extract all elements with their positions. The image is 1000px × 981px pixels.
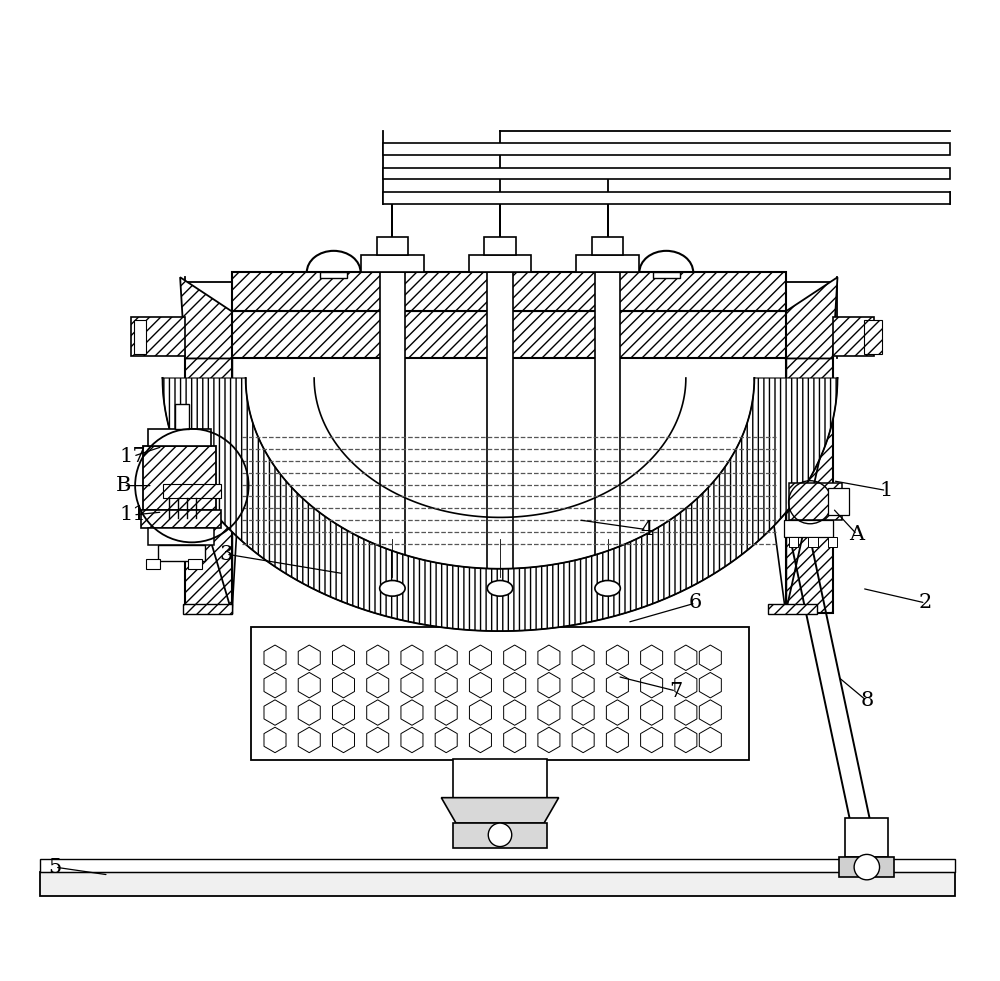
Polygon shape xyxy=(163,378,837,631)
Bar xyxy=(453,758,547,798)
Bar xyxy=(768,604,817,614)
Bar xyxy=(40,859,955,872)
Bar xyxy=(377,237,408,255)
Bar xyxy=(453,823,547,848)
Polygon shape xyxy=(441,798,559,823)
Bar xyxy=(839,857,894,877)
Bar xyxy=(380,273,405,589)
Bar xyxy=(361,255,424,273)
Bar xyxy=(592,237,623,255)
Bar xyxy=(163,484,221,498)
Bar xyxy=(251,628,749,759)
Polygon shape xyxy=(786,278,837,358)
Text: 1: 1 xyxy=(880,481,893,500)
Text: A: A xyxy=(849,525,865,544)
Bar xyxy=(469,255,531,273)
Text: 7: 7 xyxy=(669,682,683,700)
Bar xyxy=(40,872,955,897)
Bar xyxy=(828,538,837,547)
Bar xyxy=(134,320,146,353)
Bar xyxy=(845,818,888,857)
Text: 5: 5 xyxy=(48,857,62,877)
Bar xyxy=(484,237,516,255)
Bar xyxy=(131,318,185,356)
Bar xyxy=(141,510,221,528)
Bar xyxy=(828,488,849,515)
Text: 8: 8 xyxy=(860,692,873,710)
Bar xyxy=(833,318,874,356)
Bar xyxy=(148,528,214,545)
Text: 2: 2 xyxy=(919,594,932,612)
Bar xyxy=(383,168,950,180)
Bar xyxy=(383,192,950,204)
Circle shape xyxy=(488,823,512,847)
Circle shape xyxy=(854,854,880,880)
Bar xyxy=(148,429,211,446)
Bar xyxy=(158,545,205,561)
Bar xyxy=(232,273,786,312)
Bar xyxy=(864,320,882,353)
Bar xyxy=(383,143,950,155)
Text: B: B xyxy=(116,476,131,495)
Bar xyxy=(232,312,786,358)
Bar xyxy=(786,358,833,613)
Bar xyxy=(576,255,639,273)
Bar xyxy=(784,520,833,538)
Ellipse shape xyxy=(380,581,405,596)
Bar xyxy=(188,559,202,569)
Polygon shape xyxy=(180,278,232,358)
Bar xyxy=(183,604,232,614)
Ellipse shape xyxy=(487,581,513,596)
Bar xyxy=(143,446,216,510)
Bar xyxy=(487,273,513,589)
Bar xyxy=(146,559,160,569)
Text: 3: 3 xyxy=(219,544,233,563)
Bar xyxy=(653,273,680,279)
Text: 4: 4 xyxy=(640,520,653,540)
Text: 6: 6 xyxy=(689,594,702,612)
Bar xyxy=(789,538,798,547)
Text: 11: 11 xyxy=(120,505,147,525)
Text: 17: 17 xyxy=(120,446,146,466)
Bar xyxy=(320,273,347,279)
Bar xyxy=(595,273,620,589)
Bar xyxy=(808,538,818,547)
Bar xyxy=(185,358,232,613)
Ellipse shape xyxy=(595,581,620,596)
Bar xyxy=(175,404,189,429)
Bar xyxy=(789,483,842,520)
